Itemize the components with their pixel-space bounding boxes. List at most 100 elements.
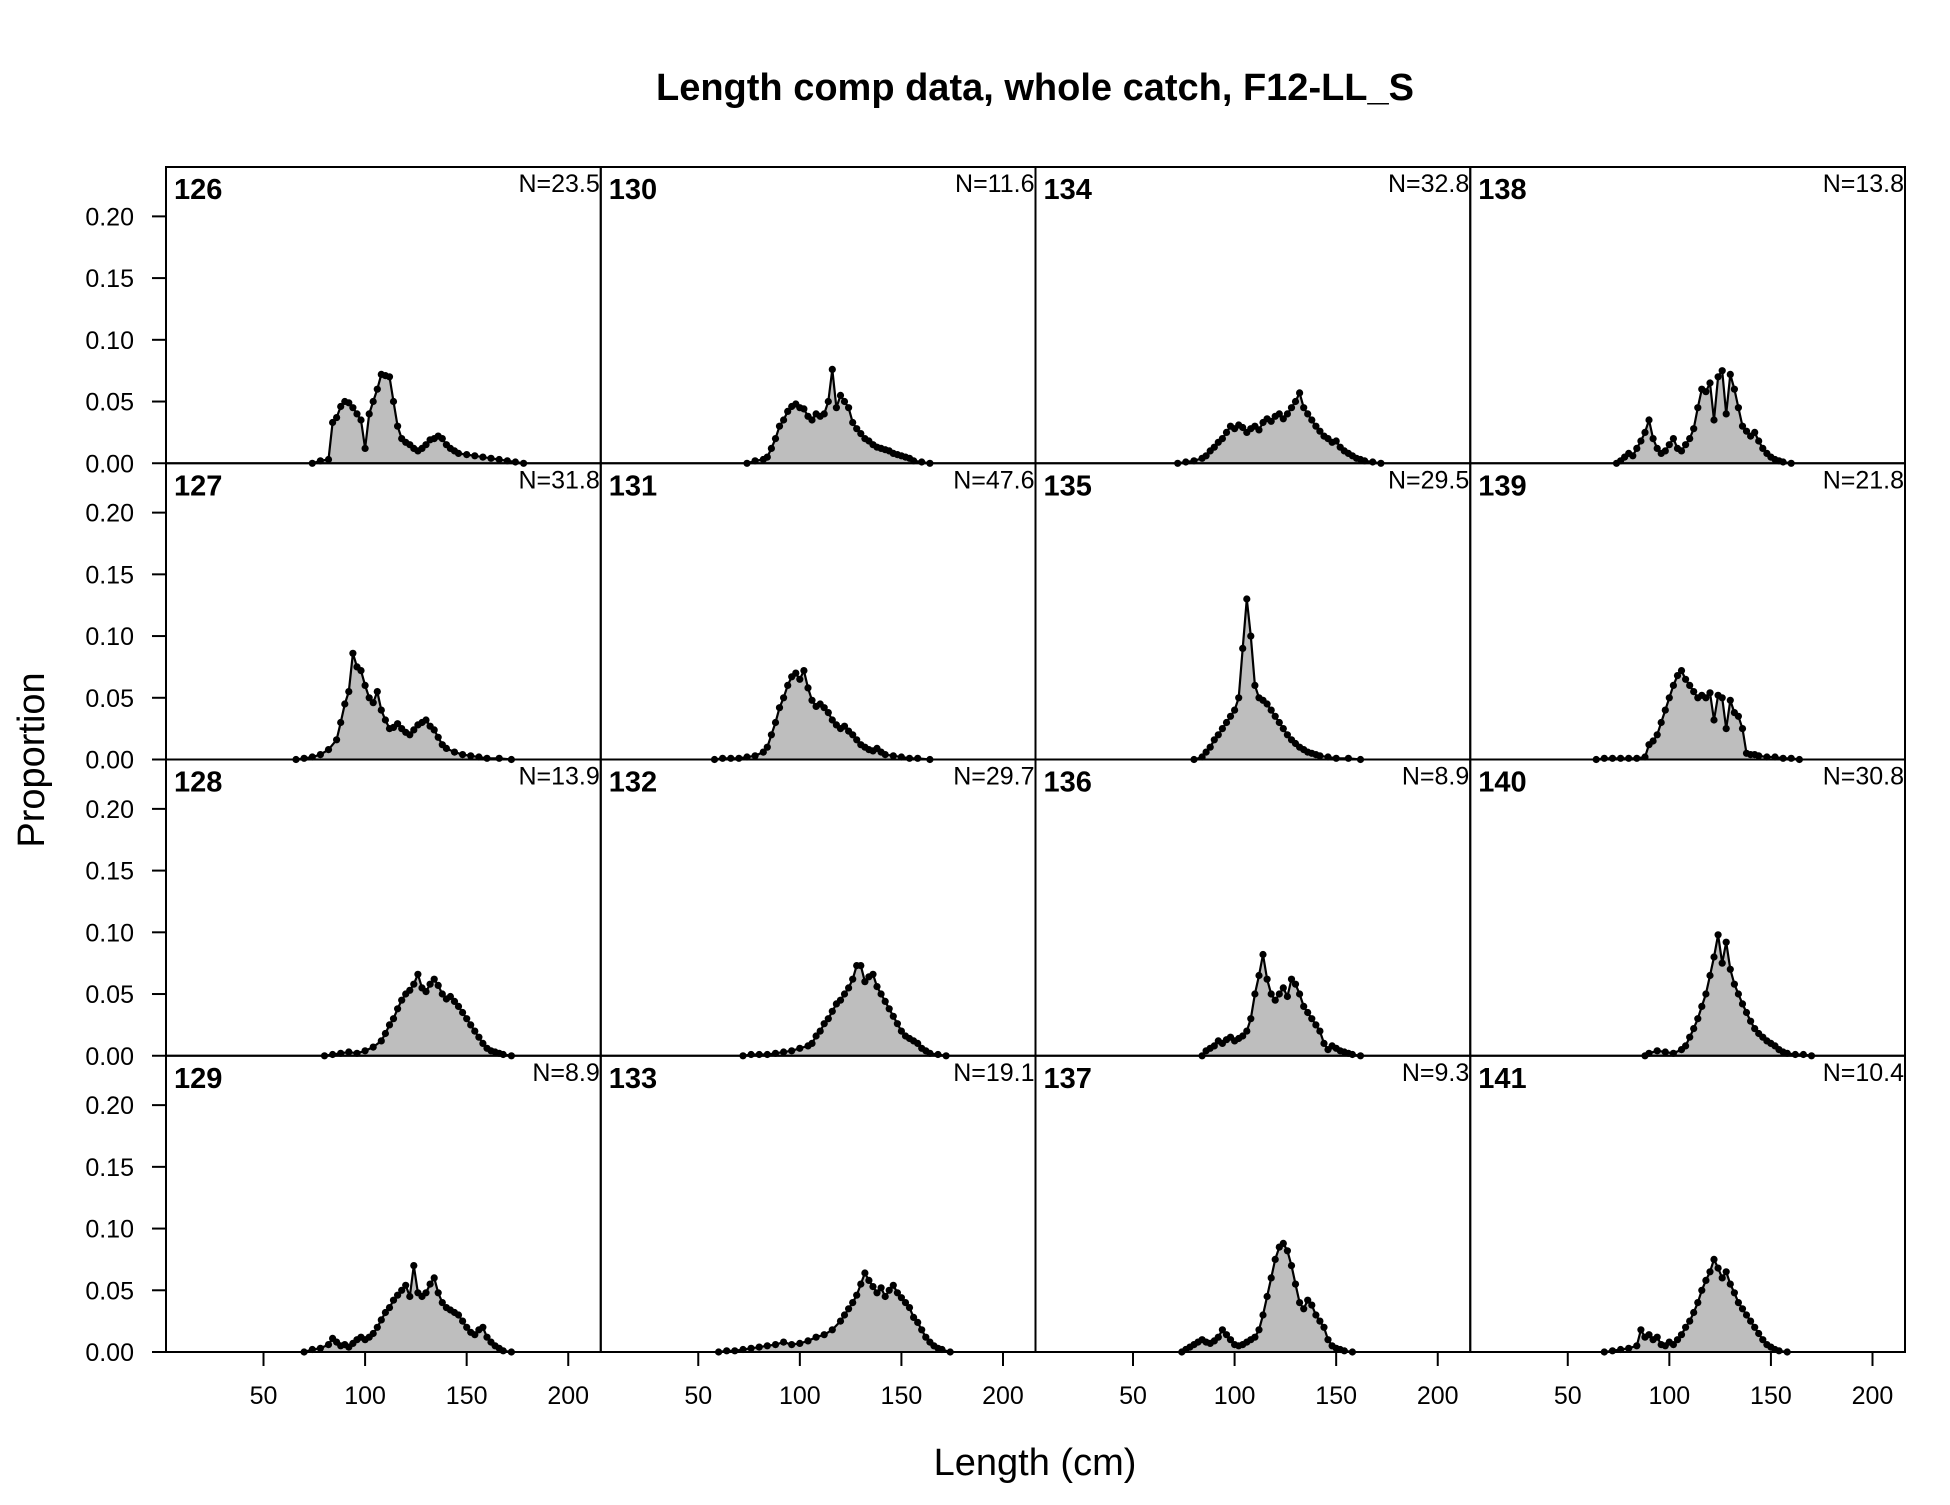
x-tick-label: 200	[1417, 1382, 1459, 1410]
panel-n-label: N=9.3	[1402, 1059, 1469, 1087]
data-point	[1251, 1333, 1259, 1341]
data-point	[1633, 444, 1641, 452]
data-point	[723, 1347, 731, 1355]
data-point	[333, 414, 341, 422]
panel-n-label: N=11.6	[955, 170, 1034, 198]
x-tick-label: 100	[779, 1382, 821, 1410]
data-point	[373, 688, 381, 696]
data-point	[1637, 437, 1645, 445]
data-point	[873, 1289, 881, 1297]
data-point	[1726, 370, 1734, 378]
data-point	[495, 455, 503, 464]
data-point	[1235, 694, 1243, 702]
data-point	[357, 416, 365, 424]
data-point	[1296, 990, 1304, 998]
data-point	[459, 1317, 467, 1325]
y-tick-label: 0.15	[85, 265, 134, 293]
data-point	[1275, 410, 1283, 418]
data-point	[1271, 996, 1279, 1004]
data-point	[1287, 975, 1296, 983]
data-point	[1702, 694, 1710, 702]
data-point	[820, 704, 828, 712]
data-point	[857, 1280, 865, 1288]
x-axis-label: Length (cm)	[934, 1442, 1137, 1484]
data-point	[1730, 1289, 1738, 1297]
data-point	[377, 1316, 385, 1324]
data-point	[735, 754, 743, 762]
data-point	[300, 754, 308, 762]
data-point	[1690, 425, 1698, 433]
data-point	[1694, 1015, 1702, 1023]
data-point	[836, 391, 845, 399]
x-tick-label: 200	[547, 1382, 589, 1410]
data-point	[857, 430, 865, 438]
series-area	[1616, 370, 1792, 464]
data-point	[1657, 718, 1665, 727]
data-point	[1710, 953, 1718, 961]
x-tick-label: 150	[881, 1382, 923, 1410]
data-point	[324, 746, 333, 754]
data-point	[471, 1331, 479, 1339]
data-point	[1706, 971, 1714, 980]
data-point	[406, 986, 414, 994]
panel-label: 133	[609, 1063, 657, 1095]
data-point	[893, 1020, 902, 1028]
panel-n-label: N=21.8	[1823, 466, 1904, 494]
data-point	[389, 1015, 398, 1023]
data-point	[369, 1329, 377, 1338]
panel-127: 127 N=31.8 0.00 0.05 0.10 0.15 0.20	[85, 462, 602, 775]
data-point	[1722, 1268, 1730, 1276]
data-point	[430, 726, 438, 734]
data-point	[511, 458, 519, 466]
data-point	[849, 975, 857, 983]
data-point	[463, 1015, 471, 1023]
data-point	[1259, 950, 1267, 959]
data-point	[1279, 725, 1287, 733]
data-point	[836, 1317, 845, 1325]
data-point	[369, 397, 377, 406]
data-point	[1316, 427, 1324, 435]
panel-label: 140	[1478, 767, 1526, 799]
data-point	[1617, 754, 1625, 762]
data-point	[780, 694, 788, 702]
data-point	[438, 1299, 446, 1307]
data-point	[426, 980, 434, 988]
data-point	[361, 1047, 369, 1055]
panel-frame	[165, 758, 602, 1057]
data-point	[775, 422, 784, 430]
data-point	[719, 754, 727, 762]
data-point	[808, 416, 816, 424]
series-area	[1177, 392, 1381, 464]
y-tick-label: 0.05	[85, 981, 134, 1009]
data-point	[1348, 1050, 1356, 1059]
y-tick-label: 0.15	[85, 858, 134, 886]
panel-131: 131 N=47.6	[599, 462, 1037, 764]
data-point	[1649, 435, 1657, 443]
x-tick-label: 150	[446, 1382, 488, 1410]
data-point	[1759, 444, 1767, 452]
data-point	[1251, 681, 1259, 690]
panel-label: 136	[1044, 767, 1092, 799]
data-point	[873, 983, 881, 991]
data-point	[840, 990, 849, 998]
data-point	[1608, 754, 1617, 762]
data-point	[1718, 694, 1726, 702]
data-point	[804, 1337, 812, 1345]
data-point	[1283, 992, 1291, 1001]
data-point	[406, 1292, 414, 1301]
data-point	[422, 441, 430, 449]
data-point	[1300, 404, 1308, 412]
y-tick-label: 0.10	[85, 327, 134, 355]
data-point	[763, 1050, 771, 1059]
panel-n-label: N=8.9	[1402, 763, 1469, 791]
data-point	[1694, 1299, 1702, 1307]
data-point	[1779, 754, 1787, 762]
data-point	[889, 1281, 897, 1289]
data-point	[434, 981, 442, 990]
data-point	[1226, 1336, 1235, 1344]
data-point	[1316, 1317, 1324, 1325]
data-point	[1722, 938, 1730, 946]
data-point	[1738, 1000, 1747, 1008]
panel-132: 132 N=29.7	[599, 758, 1037, 1060]
data-point	[1702, 388, 1710, 396]
